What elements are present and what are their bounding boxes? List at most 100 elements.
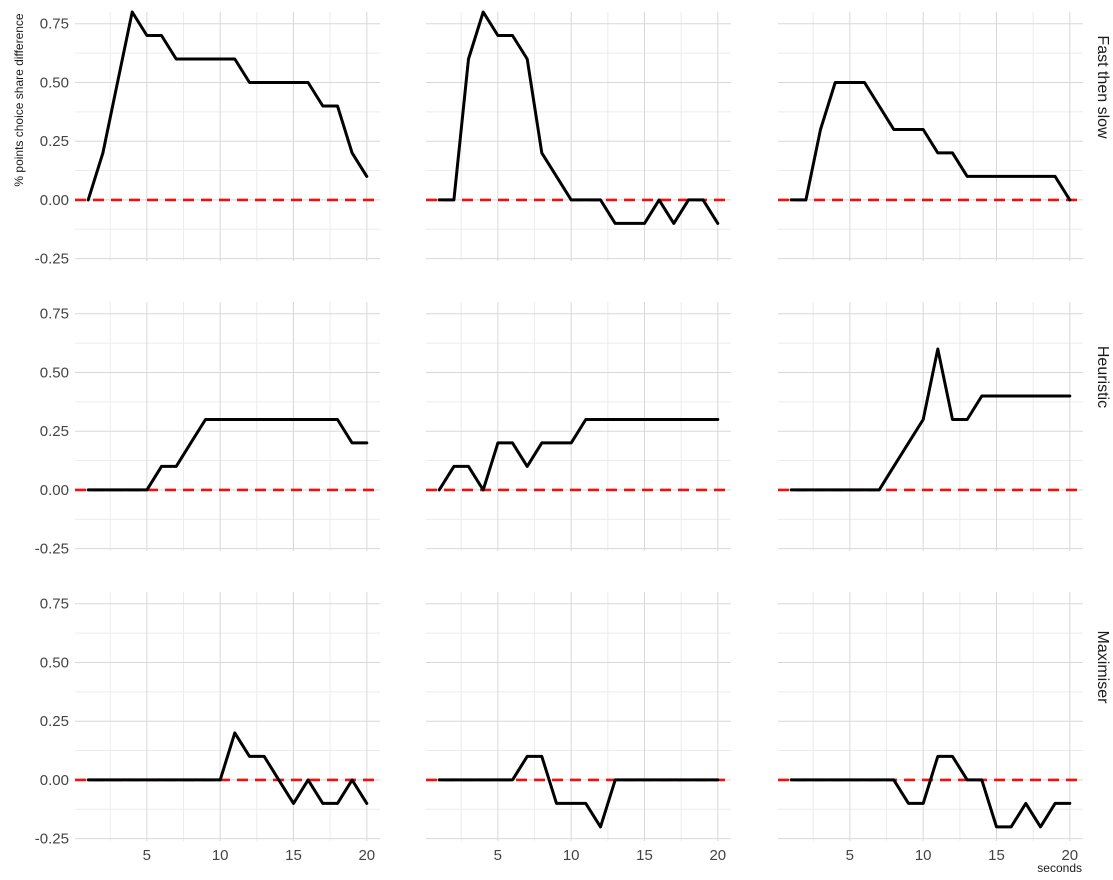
data-point [790, 489, 792, 491]
data-point [219, 418, 221, 420]
data-point [102, 489, 104, 491]
data-point [307, 418, 309, 420]
data-point [467, 779, 469, 781]
data-point [658, 199, 660, 201]
data-point [981, 779, 983, 781]
data-point [849, 489, 851, 491]
data-point [834, 779, 836, 781]
data-point [1025, 802, 1027, 804]
data-point [1025, 395, 1027, 397]
data-point [937, 755, 939, 757]
data-point [322, 418, 324, 420]
x-tick-label: 15 [285, 847, 302, 864]
data-point [834, 81, 836, 83]
data-point [1025, 175, 1027, 177]
x-tick-label: 10 [915, 847, 932, 864]
data-point [511, 442, 513, 444]
data-point [292, 81, 294, 83]
panel-r2-c3: Heuristic [778, 302, 1111, 551]
data-point [570, 802, 572, 804]
data-point [614, 222, 616, 224]
data-point [658, 779, 660, 781]
data-point [541, 152, 543, 154]
strip-label-heuristic: Heuristic [1094, 346, 1111, 408]
y-tick-label: 0.00 [40, 482, 69, 499]
data-point [599, 826, 601, 828]
data-point [1054, 395, 1056, 397]
data-point [541, 755, 543, 757]
y-tick-label: 0.25 [40, 133, 69, 150]
data-point [160, 34, 162, 36]
data-point [805, 199, 807, 201]
x-tick-label: 20 [1061, 847, 1078, 864]
data-point [937, 348, 939, 350]
data-point [131, 779, 133, 781]
data-point [336, 105, 338, 107]
data-point [511, 779, 513, 781]
data-point [863, 81, 865, 83]
data-point [467, 465, 469, 467]
data-point [204, 58, 206, 60]
data-point [614, 418, 616, 420]
y-tick-label: 0.75 [40, 596, 69, 613]
y-tick-label: 0.00 [40, 192, 69, 209]
data-point [819, 128, 821, 130]
data-point [438, 489, 440, 491]
data-point [1069, 802, 1071, 804]
data-point [526, 465, 528, 467]
data-point [555, 175, 557, 177]
data-point [673, 418, 675, 420]
data-point [907, 128, 909, 130]
series-line [437, 418, 720, 492]
data-point [366, 802, 368, 804]
data-point [263, 81, 265, 83]
series-line [789, 754, 1072, 829]
x-tick-label: 5 [494, 847, 502, 864]
data-point [805, 779, 807, 781]
y-tick-label: -0.25 [35, 541, 69, 558]
data-point [175, 779, 177, 781]
x-tick-label: 10 [563, 847, 580, 864]
data-point [526, 755, 528, 757]
data-point [1010, 175, 1012, 177]
x-tick-label: 5 [846, 847, 854, 864]
data-point [673, 779, 675, 781]
x-tick-label: 5 [143, 847, 151, 864]
data-point [278, 81, 280, 83]
data-point [1069, 395, 1071, 397]
data-point [570, 199, 572, 201]
y-tick-label: 0.25 [40, 713, 69, 730]
y-tick-label: 0.50 [40, 74, 69, 91]
data-point [248, 755, 250, 757]
x-tick-label: 15 [988, 847, 1005, 864]
data-point [146, 34, 148, 36]
x-tick-label: 15 [636, 847, 653, 864]
data-point [643, 418, 645, 420]
data-point [160, 465, 162, 467]
data-point [702, 199, 704, 201]
data-point [497, 34, 499, 36]
data-point [585, 199, 587, 201]
data-point [995, 826, 997, 828]
data-point [366, 442, 368, 444]
data-point [893, 128, 895, 130]
data-point [116, 81, 118, 83]
data-point [160, 779, 162, 781]
data-point [1039, 826, 1041, 828]
data-point [819, 489, 821, 491]
data-point [981, 175, 983, 177]
data-point [131, 11, 133, 13]
panel-r1-c3: Fast then slow [778, 12, 1111, 261]
series-line [86, 418, 369, 492]
panel-r2-c1: -0.25 0.00 0.25 0.50 0.75 [35, 302, 380, 558]
data-point [951, 418, 953, 420]
data-point [234, 732, 236, 734]
data-point [87, 199, 89, 201]
strip-label-maximiser: Maximiser [1094, 631, 1111, 705]
y-tick-label: 0.50 [40, 364, 69, 381]
data-point [702, 418, 704, 420]
data-point [438, 199, 440, 201]
data-point [878, 105, 880, 107]
data-point [204, 418, 206, 420]
